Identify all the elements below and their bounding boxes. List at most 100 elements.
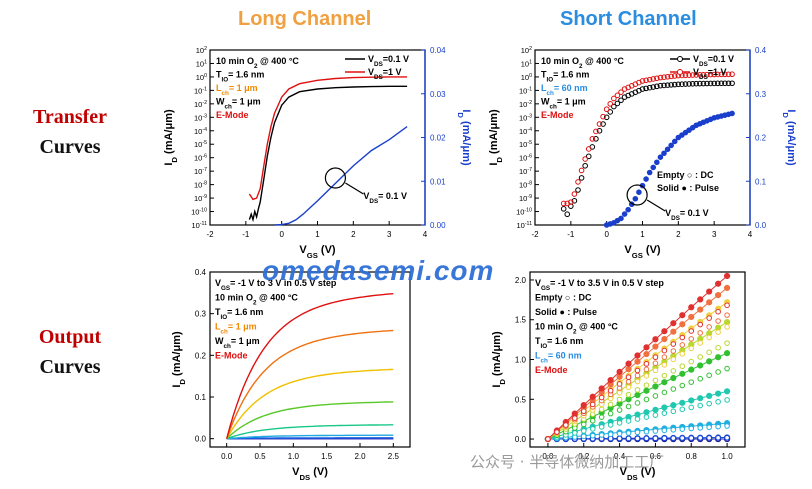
pulse-point xyxy=(697,306,704,313)
x-tick-label: 0.2 xyxy=(578,452,590,461)
dc-point xyxy=(706,424,712,431)
short-transfer-chart: -2 -1 0 1 2 3 4 102 101 100 10-1 10-2 10-3 10-4 10-5 10… xyxy=(488,46,797,260)
pulse-point xyxy=(589,393,596,400)
data-point xyxy=(664,73,671,80)
x-tick-label: 0 xyxy=(604,230,609,239)
data-point xyxy=(575,179,581,185)
dc-point xyxy=(688,435,695,441)
dc-point xyxy=(634,435,641,442)
short-output-chart: 0.0 0.2 0.4 0.6 0.8 1.0 0.0 0.5 1.0 1.5 2.0 VDS (V)… xyxy=(491,271,746,482)
dc-point xyxy=(616,435,623,442)
pulse-point xyxy=(679,399,686,406)
data-point xyxy=(661,74,667,80)
y-axis-label: ID (mA/μm) xyxy=(163,109,179,166)
data-point xyxy=(585,146,592,152)
dc-point xyxy=(679,435,686,441)
pulse-point xyxy=(697,296,704,303)
data-point xyxy=(664,82,671,88)
x-tick-label: 1 xyxy=(640,230,645,239)
data-point xyxy=(646,169,653,176)
dc-point xyxy=(670,368,677,374)
data-point xyxy=(657,82,664,89)
data-point xyxy=(564,211,571,218)
marker-legend: Empty ○ : DC xyxy=(657,170,714,180)
data-point xyxy=(650,164,657,171)
annotation-text: TIO= 1.6 nm xyxy=(541,70,589,84)
dc-point xyxy=(625,391,632,398)
y-tick-label: 102 xyxy=(196,46,207,55)
y-tick-label: 0.0 xyxy=(195,435,207,444)
data-point xyxy=(675,81,682,88)
dc-point xyxy=(724,340,730,346)
dc-point xyxy=(598,394,605,401)
dc-point xyxy=(697,425,704,431)
dc-point xyxy=(661,427,668,434)
pulse-point xyxy=(661,404,668,411)
x-tick-label: 1.5 xyxy=(321,452,333,461)
dc-point xyxy=(625,418,632,424)
dc-point xyxy=(661,389,668,396)
annotation-text: E-Mode xyxy=(541,110,574,120)
data-point xyxy=(718,71,725,78)
pulse-point xyxy=(688,304,695,311)
dc-point xyxy=(580,421,587,428)
y-tick-label: 10-11 xyxy=(191,221,207,230)
pulse-point xyxy=(679,312,686,319)
x-tick-label: 0.8 xyxy=(686,452,698,461)
data-point xyxy=(589,136,596,142)
dc-point xyxy=(688,336,695,342)
annotation-text: Empty ○ : DC xyxy=(535,293,592,303)
data-point xyxy=(711,80,717,87)
callout-arrow xyxy=(646,199,666,212)
dc-point xyxy=(571,415,578,421)
dc-point xyxy=(706,315,712,321)
dc-point xyxy=(643,382,650,388)
legend-label: VDS=0.1 V xyxy=(368,54,409,68)
annotation-text: 10 min O2 @ 400 °C xyxy=(216,56,299,70)
dc-point xyxy=(589,432,596,439)
dc-point xyxy=(697,340,704,346)
y-tick-label: 10-8 xyxy=(194,181,207,190)
dc-point xyxy=(661,435,668,441)
data-point xyxy=(729,71,735,78)
dc-point xyxy=(688,425,695,432)
dc-point xyxy=(697,402,704,409)
data-point xyxy=(639,78,646,84)
data-point xyxy=(643,77,649,84)
pulse-point xyxy=(670,402,677,409)
annotation-text: VGS= -1 V to 3.5 V in 0.5 V step xyxy=(535,278,664,292)
pulse-point xyxy=(661,335,668,343)
pulse-point xyxy=(679,370,686,377)
dc-point xyxy=(563,422,569,428)
data-point xyxy=(636,189,642,195)
x-tick-label: 0.0 xyxy=(542,452,554,461)
data-point xyxy=(643,85,649,92)
y2-tick-label: 0.01 xyxy=(430,177,446,186)
annotation-text: Solid ● : Pulse xyxy=(535,307,597,317)
y-tick-label: 101 xyxy=(521,59,532,68)
data-point xyxy=(700,80,707,87)
dc-point xyxy=(607,410,614,417)
pulse-point xyxy=(706,299,713,306)
output-subtitle: Curves xyxy=(39,356,101,378)
plot-frame xyxy=(209,271,411,448)
data-point xyxy=(697,72,703,78)
long-channel-title: Long Channel xyxy=(238,8,372,30)
data-point xyxy=(578,167,585,174)
data-point xyxy=(650,84,657,90)
dc-point xyxy=(580,428,587,434)
dc-point xyxy=(706,349,712,356)
data-point xyxy=(593,136,599,142)
dc-point xyxy=(706,400,712,407)
data-point xyxy=(568,203,574,209)
long-output-chart: 0.0 0.5 1.0 1.5 2.0 2.5 0.0 0.1 0.2 0.3 0.4 VDS (V)… xyxy=(171,268,411,482)
dc-point xyxy=(661,362,668,368)
data-point xyxy=(671,138,678,145)
dc-point xyxy=(697,435,704,441)
x-tick-label: -2 xyxy=(531,230,539,239)
x-tick-label: -1 xyxy=(242,230,250,239)
annotation-text: E-Mode xyxy=(535,365,568,375)
legend-label: VDS=1 V xyxy=(368,67,402,81)
dc-point xyxy=(643,366,650,373)
y-tick-label: 10-11 xyxy=(516,221,532,230)
